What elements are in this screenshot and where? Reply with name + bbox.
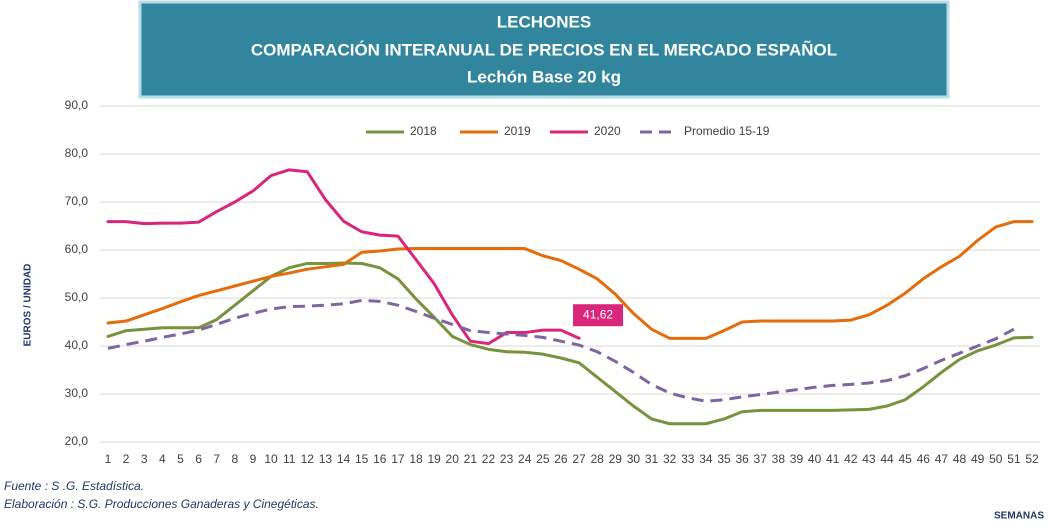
x-tick-label: 19 — [427, 452, 441, 466]
x-tick-label: 32 — [663, 452, 677, 466]
x-tick-label: 40 — [808, 452, 822, 466]
x-tick-label: 45 — [898, 452, 912, 466]
x-tick-label: 27 — [572, 452, 586, 466]
footnote: Fuente : S .G. Estadística. — [4, 479, 144, 493]
x-tick-label: 35 — [717, 452, 731, 466]
x-tick-label: 51 — [1007, 452, 1021, 466]
y-tick-label: 70,0 — [65, 194, 89, 208]
x-tick-label: 1 — [105, 452, 112, 466]
series-line — [106, 261, 1034, 426]
x-tick-label: 29 — [609, 452, 623, 466]
y-tick-label: 80,0 — [65, 146, 89, 160]
legend-label: 2018 — [410, 124, 437, 138]
x-tick-label: 3 — [141, 452, 148, 466]
series-line — [107, 298, 1015, 403]
x-tick-label: 43 — [862, 452, 876, 466]
x-tick-label: 15 — [355, 452, 369, 466]
x-tick-label: 18 — [409, 452, 423, 466]
x-tick-label: 24 — [518, 452, 532, 466]
legend-label: 2020 — [594, 124, 621, 138]
x-tick-label: 4 — [159, 452, 166, 466]
chart-title: COMPARACIÓN INTERANUAL DE PRECIOS EN EL … — [251, 39, 837, 59]
x-tick-label: 33 — [681, 452, 695, 466]
x-tick-label: 17 — [391, 452, 405, 466]
x-tick-label: 38 — [772, 452, 786, 466]
x-tick-label: 14 — [337, 452, 351, 466]
x-tick-label: 10 — [264, 452, 278, 466]
x-tick-label: 11 — [283, 452, 296, 466]
x-tick-label: 50 — [989, 452, 1003, 466]
footnote: Elaboración : S.G. Producciones Ganadera… — [4, 497, 319, 511]
x-tick-label: 28 — [590, 452, 604, 466]
x-tick-label: 44 — [880, 452, 894, 466]
x-tick-label: 34 — [699, 452, 713, 466]
data-label: 41,62 — [583, 307, 613, 321]
x-tick-label: 46 — [917, 452, 931, 466]
x-tick-label: 2 — [123, 452, 130, 466]
x-tick-label: 37 — [754, 452, 768, 466]
x-tick-label: 52 — [1025, 452, 1039, 466]
x-tick-label: 31 — [645, 452, 659, 466]
x-tick-label: 36 — [735, 452, 749, 466]
y-tick-label: 90,0 — [65, 98, 89, 112]
x-tick-label: 21 — [464, 452, 478, 466]
y-axis-label: EUROS / UNIDAD — [23, 264, 34, 347]
x-tick-label: 49 — [971, 452, 985, 466]
x-axis-label: SEMANAS — [994, 511, 1044, 522]
x-tick-label: 41 — [826, 452, 840, 466]
y-tick-label: 30,0 — [65, 386, 89, 400]
x-tick-label: 42 — [844, 452, 858, 466]
legend-label: 2019 — [504, 124, 531, 138]
x-tick-label: 9 — [250, 452, 257, 466]
x-tick-label: 20 — [446, 452, 460, 466]
y-tick-label: 40,0 — [65, 338, 89, 352]
x-tick-label: 6 — [195, 452, 202, 466]
data-label-box — [573, 304, 624, 327]
series-line — [106, 220, 1034, 340]
x-tick-label: 13 — [319, 452, 333, 466]
x-tick-label: 23 — [500, 452, 514, 466]
x-tick-label: 7 — [213, 452, 220, 466]
x-tick-label: 47 — [935, 452, 949, 466]
x-tick-label: 8 — [231, 452, 238, 466]
x-tick-label: 30 — [627, 452, 641, 466]
y-tick-label: 20,0 — [65, 434, 89, 448]
x-tick-label: 25 — [536, 452, 550, 466]
x-tick-label: 48 — [953, 452, 967, 466]
y-tick-label: 60,0 — [65, 242, 89, 256]
legend-label: Promedio 15-19 — [684, 124, 770, 138]
title-box — [138, 0, 950, 99]
x-tick-label: 22 — [482, 452, 496, 466]
chart-subtitle: Lechón Base 20 kg — [467, 67, 621, 86]
x-tick-label: 39 — [790, 452, 804, 466]
series-line — [106, 168, 581, 346]
x-tick-label: 5 — [177, 452, 184, 466]
x-tick-label: 26 — [554, 452, 568, 466]
chart-title: LECHONES — [497, 12, 591, 31]
x-tick-label: 12 — [301, 452, 315, 466]
x-tick-label: 16 — [373, 452, 387, 466]
y-tick-label: 50,0 — [65, 290, 89, 304]
